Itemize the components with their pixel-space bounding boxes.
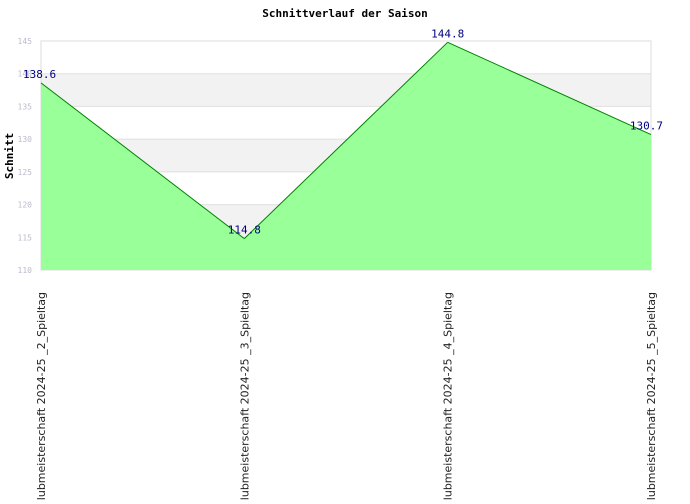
x-tick-label: Clubmeisterschaft 2024-25 _2_Spieltag xyxy=(35,292,48,500)
data-label: 130.7 xyxy=(630,120,663,133)
x-tick-label: Clubmeisterschaft 2024-25 _3_Spieltag xyxy=(238,292,251,500)
series-segment xyxy=(447,41,652,136)
data-labels: 138.6 114.8 144.8 130.7 xyxy=(23,27,663,236)
y-axis-label: Schnitt xyxy=(3,133,16,179)
y-tick-label: 125 xyxy=(18,168,33,177)
y-tick-labels: 110 115 120 125 130 135 140 145 xyxy=(18,37,33,275)
data-label: 144.8 xyxy=(431,27,464,40)
area-fill xyxy=(41,42,651,271)
data-label: 138.6 xyxy=(23,68,56,81)
y-tick-label: 130 xyxy=(18,135,33,144)
x-tick-label: Clubmeisterschaft 2024-25 _5_Spieltag xyxy=(645,292,658,500)
series-segment xyxy=(40,82,245,239)
y-tick-label: 115 xyxy=(18,233,33,242)
y-tick-label: 135 xyxy=(18,102,33,111)
x-tick-labels: Clubmeisterschaft 2024-25 _2_Spieltag Clu… xyxy=(35,292,658,504)
y-tick-label: 110 xyxy=(18,266,33,275)
area-layer xyxy=(40,41,652,271)
background-band xyxy=(41,41,651,74)
y-tick-label: 140 xyxy=(18,70,33,79)
chart-title: Schnittverlauf der Saison xyxy=(262,7,428,20)
y-tick-label: 145 xyxy=(18,37,33,46)
y-tick-label: 120 xyxy=(18,201,33,210)
series-segment xyxy=(243,41,449,239)
x-tick-label: Clubmeisterschaft 2024-25 _4_Spieltag xyxy=(442,292,455,500)
data-label: 114.8 xyxy=(228,224,261,237)
